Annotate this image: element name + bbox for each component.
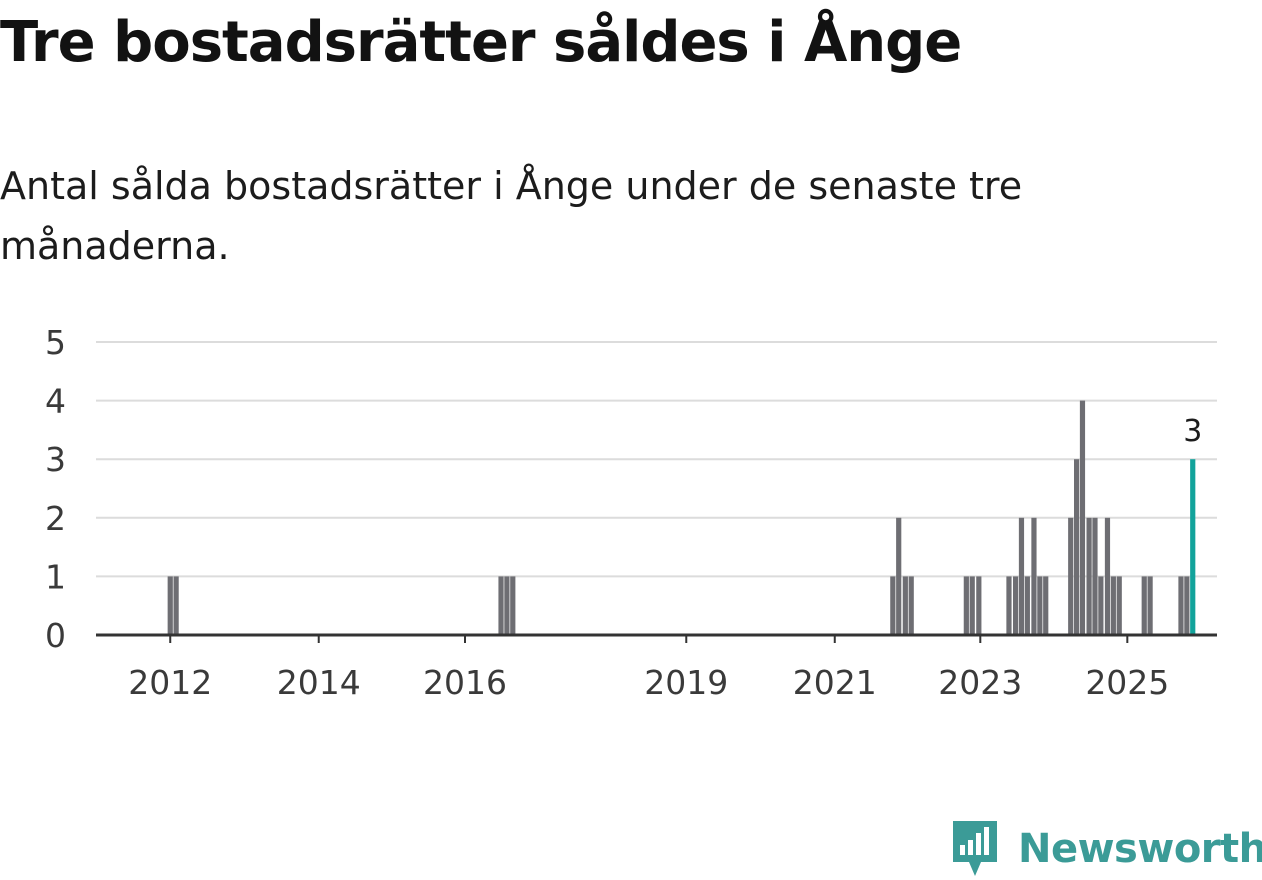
bar-4	[510, 576, 516, 635]
chart-subtitle: Antal sålda bostadsrätter i Ånge under d…	[0, 164, 1023, 268]
bar-29	[1147, 576, 1153, 635]
bar-chart: 0 1 2 3 4 5 2012 2014 2016 2019 2021 2023 2025 3	[45, 323, 1217, 700]
bar-9	[963, 576, 969, 635]
bar-18	[1043, 576, 1049, 635]
data-label-0: 3	[1183, 414, 1202, 449]
bar-14	[1018, 517, 1025, 635]
labels: 0 1 2 3 4 5 2012 2014 2016 2019 2021 2023 2025 3	[45, 323, 1202, 700]
y-tick-label-4: 4	[45, 382, 66, 421]
chart-title: Tre bostadsrätter såldes i Ånge	[0, 10, 962, 75]
bar-31	[1184, 576, 1190, 635]
x-tick-label-2023: 2023	[938, 663, 1022, 700]
bar-23	[1092, 517, 1098, 635]
bar-26	[1110, 576, 1116, 635]
bar-16	[1031, 517, 1037, 635]
bar-7	[902, 576, 908, 635]
bar-highlight	[1190, 459, 1196, 635]
y-tick-label-0: 0	[45, 616, 66, 655]
bar-8	[908, 576, 914, 635]
brand-name: Newsworthy	[1018, 826, 1262, 872]
x-tick-label-2016: 2016	[423, 663, 507, 700]
x-tick-label-2019: 2019	[644, 663, 728, 700]
bar-30	[1178, 576, 1184, 635]
bars	[167, 400, 1196, 635]
bar-13	[1012, 576, 1019, 635]
x-axis	[96, 633, 1217, 643]
gridlines	[96, 341, 1217, 578]
bar-22	[1086, 517, 1092, 635]
bar-11	[976, 576, 982, 635]
bar-24	[1098, 576, 1104, 635]
x-tick-label-2014: 2014	[277, 663, 361, 700]
bar-20	[1074, 459, 1080, 635]
bar-17	[1037, 576, 1043, 635]
bar-28	[1141, 576, 1147, 635]
x-tick-label-2012: 2012	[128, 663, 212, 700]
newsworthy-brand: Newsworthy	[950, 818, 1262, 880]
y-tick-label-1: 1	[45, 557, 66, 596]
bar-5	[890, 576, 896, 635]
y-tick-label-3: 3	[45, 440, 66, 479]
bar-0	[167, 576, 173, 635]
bar-19	[1068, 517, 1074, 635]
bar-25	[1104, 517, 1111, 635]
bar-3	[504, 576, 510, 635]
x-tick-label-2025: 2025	[1085, 663, 1169, 700]
bar-21	[1079, 400, 1086, 635]
bar-27	[1116, 576, 1122, 635]
x-tick-label-2021: 2021	[793, 663, 877, 700]
y-tick-label-2: 2	[45, 499, 66, 538]
bar-6	[896, 517, 902, 635]
bar-10	[969, 576, 975, 635]
bar-12	[1006, 576, 1012, 635]
newsworthy-logo-icon	[953, 821, 997, 876]
bar-1	[173, 576, 179, 635]
bar-2	[498, 576, 504, 635]
y-tick-label-5: 5	[45, 323, 66, 362]
bar-15	[1024, 576, 1030, 635]
